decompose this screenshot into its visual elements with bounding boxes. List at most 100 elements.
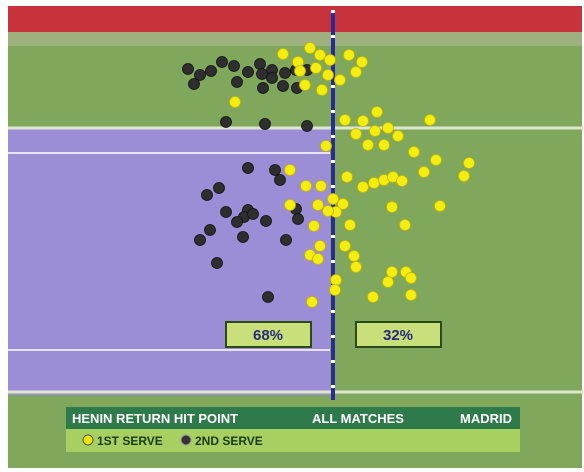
legend-second: 2ND SERVE xyxy=(195,434,263,448)
second-serve-dot xyxy=(278,81,289,92)
first-serve-dot xyxy=(431,155,442,166)
first-serve-dot xyxy=(285,165,296,176)
first-serve-dot xyxy=(419,167,430,178)
first-serve-dot xyxy=(278,49,289,60)
first-serve-dot xyxy=(311,63,322,74)
second-serve-dot xyxy=(221,117,232,128)
first-serve-dot xyxy=(383,123,394,134)
second-serve-dot xyxy=(212,258,223,269)
legend-black xyxy=(181,435,191,445)
first-serve-dot xyxy=(372,107,383,118)
first-serve-dot xyxy=(342,172,353,183)
second-serve-dot xyxy=(214,183,225,194)
first-serve-dot xyxy=(340,241,351,252)
second-serve-dot xyxy=(302,121,313,132)
second-serve-dot xyxy=(229,61,240,72)
second-serve-dot xyxy=(260,119,271,130)
second-serve-dot xyxy=(248,209,259,220)
purple-zone xyxy=(8,128,330,395)
first-serve-dot xyxy=(344,50,355,61)
first-serve-dot xyxy=(369,178,380,189)
first-serve-dot xyxy=(425,115,436,126)
first-serve-dot xyxy=(309,221,320,232)
first-serve-dot xyxy=(313,254,324,265)
second-serve-dot xyxy=(280,68,291,79)
first-serve-dot xyxy=(305,43,316,54)
first-serve-dot xyxy=(335,75,346,86)
second-serve-dot xyxy=(255,59,266,70)
first-serve-dot xyxy=(323,206,334,217)
second-serve-dot xyxy=(261,216,272,227)
first-serve-dot xyxy=(315,50,326,61)
first-serve-dot xyxy=(397,176,408,187)
first-serve-dot xyxy=(325,55,336,66)
first-serve-dot xyxy=(351,262,362,273)
first-serve-dot xyxy=(379,140,390,151)
first-serve-dot xyxy=(363,140,374,151)
first-serve-dot xyxy=(331,275,342,286)
first-serve-dot xyxy=(349,251,360,262)
first-serve-dot xyxy=(340,115,351,126)
first-serve-dot xyxy=(351,129,362,140)
second-serve-dot xyxy=(195,235,206,246)
second-serve-dot xyxy=(243,67,254,78)
banner-scope: ALL MATCHES xyxy=(312,411,404,426)
second-serve-dot xyxy=(206,66,217,77)
first-serve-dot xyxy=(383,277,394,288)
second-serve-dot xyxy=(217,57,228,68)
legend-first: 1ST SERVE xyxy=(97,434,163,448)
sponsor-strip xyxy=(8,6,582,32)
second-serve-dot xyxy=(183,64,194,75)
first-serve-dot xyxy=(323,70,334,81)
first-serve-dot xyxy=(370,126,381,137)
banner-title: HENIN RETURN HIT POINT xyxy=(72,411,238,426)
first-serve-dot xyxy=(393,131,404,142)
first-serve-dot xyxy=(285,200,296,211)
first-serve-dot xyxy=(387,202,398,213)
first-serve-dot xyxy=(464,158,475,169)
first-serve-dot xyxy=(409,147,420,158)
first-serve-dot xyxy=(315,241,326,252)
first-serve-dot xyxy=(300,80,311,91)
first-serve-dot xyxy=(345,220,356,231)
first-serve-dot xyxy=(387,267,398,278)
first-serve-dot xyxy=(317,85,328,96)
first-serve-dot xyxy=(313,200,324,211)
second-serve-dot xyxy=(232,77,243,88)
first-serve-dot xyxy=(435,201,446,212)
second-serve-dot xyxy=(189,79,200,90)
legend-yellow xyxy=(83,435,93,445)
court-graphic: 68% 32% HENIN RETURN HIT POINT ALL MATCH… xyxy=(0,0,584,472)
first-serve-dot xyxy=(400,220,411,231)
second-serve-dot xyxy=(221,207,232,218)
first-serve-dot xyxy=(368,292,379,303)
second-serve-dot xyxy=(275,175,286,186)
right-percent: 32% xyxy=(383,327,413,344)
court-edge xyxy=(8,32,582,46)
first-serve-dot xyxy=(307,297,318,308)
second-serve-dot xyxy=(263,292,274,303)
first-serve-dot xyxy=(230,97,241,108)
first-serve-dot xyxy=(351,67,362,78)
left-percent: 68% xyxy=(253,327,283,344)
second-serve-dot xyxy=(202,190,213,201)
second-serve-dot xyxy=(258,83,269,94)
second-serve-dot xyxy=(232,217,243,228)
first-serve-dot xyxy=(321,141,332,152)
second-serve-dot xyxy=(281,235,292,246)
first-serve-dot xyxy=(358,116,369,127)
second-serve-dot xyxy=(267,73,278,84)
first-serve-dot xyxy=(406,290,417,301)
first-serve-dot xyxy=(358,182,369,193)
second-serve-dot xyxy=(270,165,281,176)
first-serve-dot xyxy=(328,194,339,205)
first-serve-dot xyxy=(330,285,341,296)
first-serve-dot xyxy=(301,181,312,192)
second-serve-dot xyxy=(293,214,304,225)
banner-venue: MADRID xyxy=(460,411,512,426)
first-serve-dot xyxy=(406,273,417,284)
first-serve-dot xyxy=(459,171,470,182)
first-serve-dot xyxy=(357,57,368,68)
first-serve-dot xyxy=(295,66,306,77)
second-serve-dot xyxy=(257,69,268,80)
